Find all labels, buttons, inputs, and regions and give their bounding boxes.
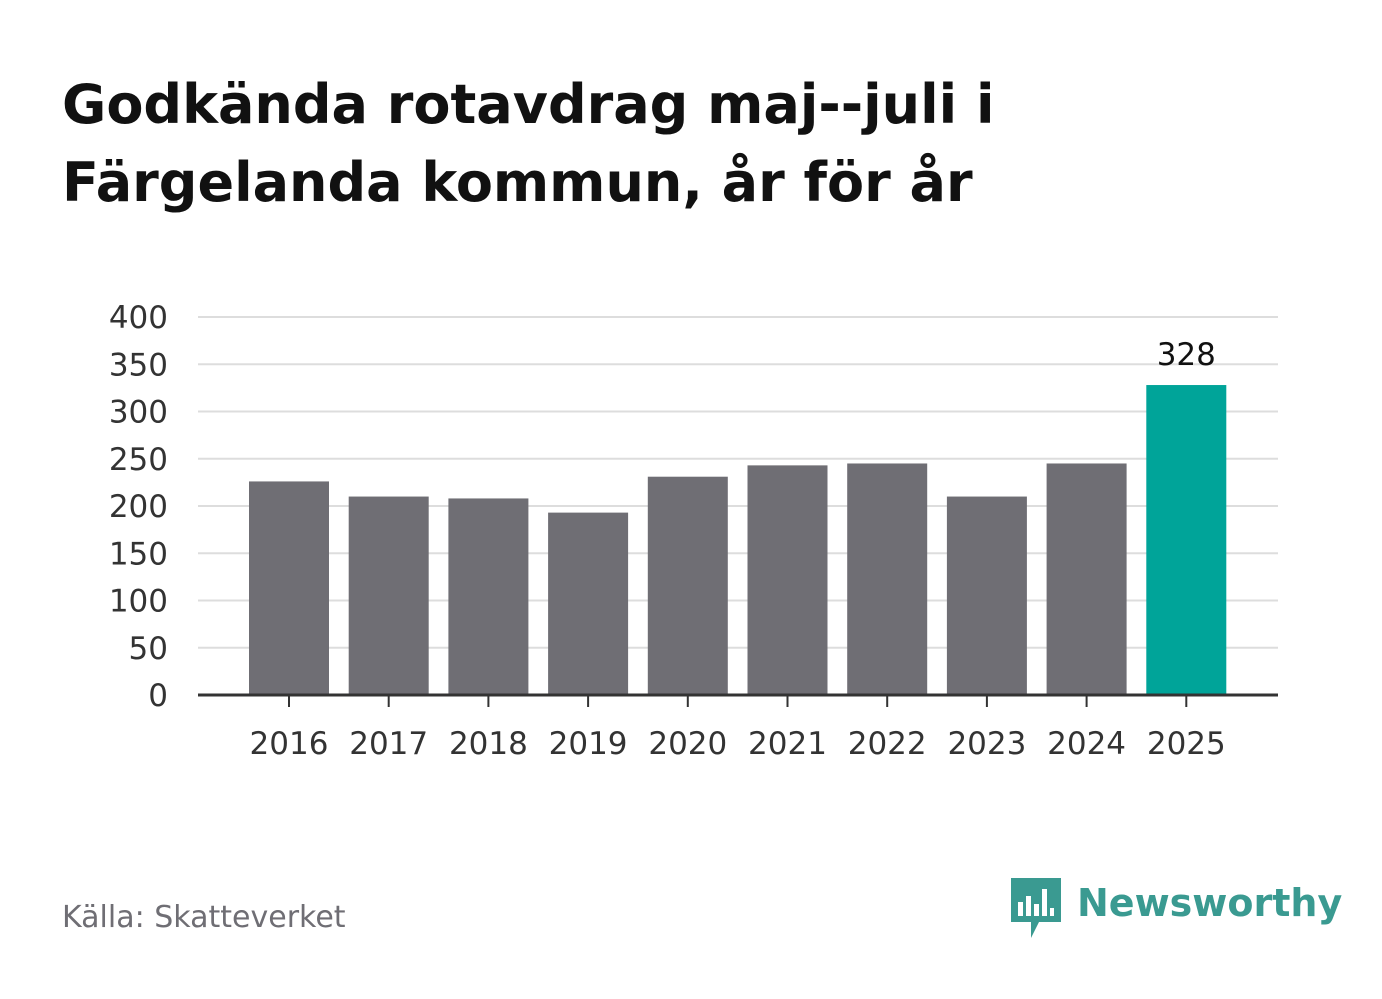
- bar: [747, 465, 828, 695]
- y-tick-label: 200: [109, 489, 168, 525]
- y-tick-label: 350: [109, 347, 168, 383]
- chart-title-line-1: Godkända rotavdrag maj--juli i: [62, 73, 995, 136]
- bar: [249, 481, 329, 695]
- x-tick-label: 2020: [648, 726, 727, 762]
- x-tick-label: 2023: [947, 726, 1026, 762]
- bar: [348, 496, 429, 695]
- x-tick-label: 2024: [1047, 726, 1126, 762]
- chart-title: Godkända rotavdrag maj--juli i Färgeland…: [62, 66, 1262, 222]
- brand-logo: Newsworthy: [1011, 878, 1342, 942]
- bar-chart-speech-bubble-icon: [1011, 878, 1061, 938]
- bar: [1146, 385, 1227, 695]
- chart-title-line-2: Färgelanda kommun, år för år: [62, 151, 973, 214]
- bar-chart: 0 50 100 150 200 250 300 350 400 328 2016 2017 2018 2…: [109, 300, 1278, 762]
- bar: [847, 463, 928, 695]
- y-tick-label: 250: [109, 442, 168, 478]
- brand-name: Newsworthy: [1077, 881, 1343, 925]
- bar: [946, 496, 1027, 695]
- x-tick-label: 2022: [848, 726, 927, 762]
- x-tick-label: 2018: [449, 726, 528, 762]
- bar: [448, 498, 529, 695]
- y-tick-label: 150: [109, 536, 168, 572]
- x-tick-label: 2016: [250, 726, 329, 762]
- source-note: Källa: Skatteverket: [62, 900, 346, 935]
- y-tick-label: 50: [129, 631, 168, 667]
- bar: [647, 476, 728, 695]
- x-tick-label: 2017: [349, 726, 428, 762]
- x-tick-label: 2021: [748, 726, 827, 762]
- x-tick-label: 2019: [549, 726, 628, 762]
- y-tick-label: 400: [109, 300, 168, 336]
- y-tick-label: 100: [109, 584, 168, 620]
- bar: [548, 512, 629, 695]
- data-label: 328: [1157, 337, 1216, 373]
- x-tick-label: 2025: [1147, 726, 1226, 762]
- y-tick-label: 0: [148, 678, 168, 714]
- y-tick-label: 300: [109, 395, 168, 431]
- bar: [1046, 463, 1127, 695]
